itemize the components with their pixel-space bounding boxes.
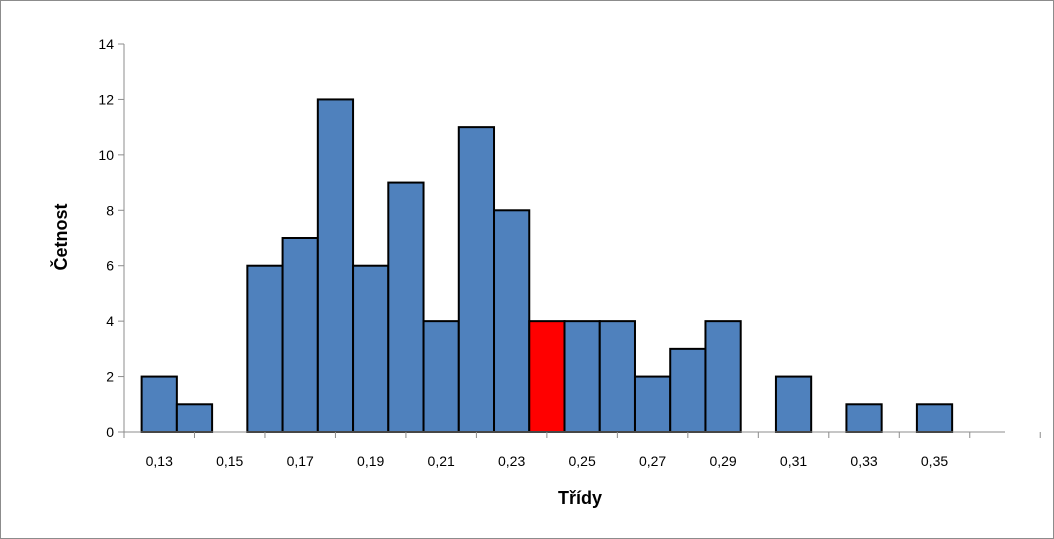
- bar-5: [352, 264, 390, 434]
- y-tick-label: 14: [98, 36, 114, 52]
- bars-group: [140, 98, 954, 434]
- y-tick-label: 8: [106, 202, 114, 218]
- y-tick-label: 6: [106, 258, 114, 274]
- x-tick-label: 0,31: [780, 453, 807, 469]
- y-tick-label: 2: [106, 369, 114, 385]
- bar-highlighted: [528, 320, 566, 433]
- x-tick-label: 0,17: [287, 453, 314, 469]
- y-tick-label: 4: [106, 313, 114, 329]
- bar-14: [669, 347, 707, 434]
- bar-15: [704, 320, 742, 433]
- y-tick-label: 12: [98, 91, 114, 107]
- y-tick-label: 10: [98, 147, 114, 163]
- bar-8: [457, 126, 496, 434]
- bar-12: [598, 320, 636, 433]
- x-tick-label: 0,27: [639, 453, 666, 469]
- bar-11: [563, 320, 601, 433]
- x-tick-label: 0,19: [357, 453, 384, 469]
- bar-0: [140, 375, 178, 434]
- bar-18: [915, 403, 954, 433]
- bar-1: [175, 403, 214, 433]
- bar-4: [316, 98, 355, 434]
- x-tick-label: 0,25: [568, 453, 595, 469]
- x-tick-label: 0,29: [709, 453, 736, 469]
- labels-group: 0 2 4 6 8 10 12 14 0,13 0,15 0,17 0,19 0,21 0,23 0,25 0…: [98, 36, 948, 469]
- y-axis-title: Četnost: [50, 203, 71, 270]
- bar-2: [246, 264, 284, 434]
- bar-17: [845, 403, 883, 433]
- x-axis-title: Třídy: [558, 488, 602, 508]
- bar-7: [422, 320, 460, 433]
- x-tick-label: 0,21: [428, 453, 455, 469]
- y-tick-label: 0: [106, 424, 114, 440]
- x-tick-label: 0,15: [216, 453, 243, 469]
- x-tick-label: 0,35: [921, 453, 948, 469]
- bar-6: [387, 181, 425, 433]
- bar-13: [633, 375, 672, 434]
- x-tick-label: 0,13: [146, 453, 173, 469]
- bar-16: [774, 375, 813, 434]
- bar-3: [281, 237, 319, 433]
- x-tick-label: 0,33: [850, 453, 877, 469]
- bar-9: [493, 209, 531, 433]
- axes-group: [118, 43, 1041, 438]
- x-tick-label: 0,23: [498, 453, 525, 469]
